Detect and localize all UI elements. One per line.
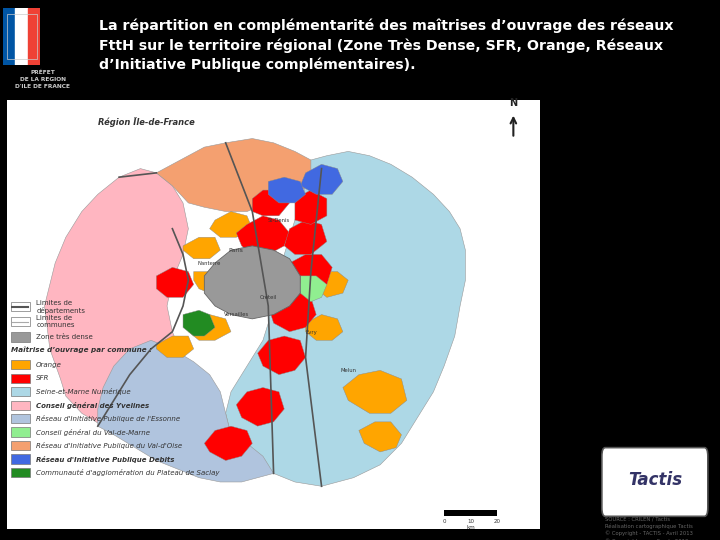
Polygon shape xyxy=(204,246,300,319)
Text: Région Île-de-France: Région Île-de-France xyxy=(98,117,194,127)
Polygon shape xyxy=(295,190,327,225)
Text: Tactis: Tactis xyxy=(628,471,682,489)
Text: La répartition en complémentarité des maîtrises d’ouvrage des réseaux
FttH sur l: La répartition en complémentarité des ma… xyxy=(99,18,674,72)
Text: Réseau d'Initiative Publique du Val-d'Oise: Réseau d'Initiative Publique du Val-d'Oi… xyxy=(36,442,182,449)
Text: Évry: Évry xyxy=(305,329,317,335)
Text: SFR: SFR xyxy=(36,375,50,381)
Text: Limites de
départements: Limites de départements xyxy=(36,300,85,314)
Text: Conseil général du Val-de-Marne: Conseil général du Val-de-Marne xyxy=(36,429,150,436)
Polygon shape xyxy=(189,314,231,340)
Polygon shape xyxy=(252,190,289,216)
FancyBboxPatch shape xyxy=(602,448,708,516)
Bar xyxy=(11,332,30,342)
Text: Paris: Paris xyxy=(229,248,244,253)
Text: St-Denis: St-Denis xyxy=(268,218,290,222)
Text: Seine-et-Marne Numérique: Seine-et-Marne Numérique xyxy=(36,388,131,395)
Polygon shape xyxy=(300,276,327,302)
Bar xyxy=(11,374,30,383)
Text: Communauté d'agglomération du Plateau de Saclay: Communauté d'agglomération du Plateau de… xyxy=(36,469,220,476)
Bar xyxy=(11,401,30,410)
Bar xyxy=(11,414,30,423)
Polygon shape xyxy=(156,267,194,298)
Polygon shape xyxy=(225,151,465,486)
Bar xyxy=(15,8,28,65)
Bar xyxy=(6,14,37,59)
Text: N: N xyxy=(509,98,518,109)
Text: Maîtrise d’ouvrage par commune :: Maîtrise d’ouvrage par commune : xyxy=(11,347,152,353)
Bar xyxy=(11,441,30,450)
Polygon shape xyxy=(194,272,220,293)
Text: SOURCE : CRILEN / Tactis
Réalisation cartographique Tactis
© Copyright - TACTIS : SOURCE : CRILEN / Tactis Réalisation car… xyxy=(605,516,693,540)
Polygon shape xyxy=(98,340,274,482)
Text: Réseau d'Initiative Publique Debits: Réseau d'Initiative Publique Debits xyxy=(36,456,174,463)
Bar xyxy=(444,510,498,516)
Bar xyxy=(11,360,30,369)
Polygon shape xyxy=(183,237,220,259)
Text: Créteil: Créteil xyxy=(260,295,277,300)
Text: Orange: Orange xyxy=(36,362,62,368)
Polygon shape xyxy=(284,220,327,254)
Polygon shape xyxy=(343,370,407,413)
Bar xyxy=(3,8,15,65)
Text: PRÉFET
DE LA REGION
D'ILE DE FRANCE: PRÉFET DE LA REGION D'ILE DE FRANCE xyxy=(15,70,71,89)
Polygon shape xyxy=(210,212,252,237)
Polygon shape xyxy=(45,168,189,426)
Polygon shape xyxy=(204,426,252,461)
Polygon shape xyxy=(7,100,540,529)
Polygon shape xyxy=(311,272,348,298)
Text: 20: 20 xyxy=(494,519,501,524)
Bar xyxy=(11,428,30,437)
Text: 10: 10 xyxy=(467,519,474,524)
Text: km: km xyxy=(467,525,475,530)
Bar xyxy=(28,8,40,65)
Polygon shape xyxy=(289,254,332,289)
Polygon shape xyxy=(300,164,343,194)
Polygon shape xyxy=(359,422,402,452)
Text: Nanterre: Nanterre xyxy=(198,260,221,266)
Bar xyxy=(11,455,30,464)
Bar xyxy=(11,468,30,477)
Text: Limites de
communes: Limites de communes xyxy=(36,315,75,328)
Polygon shape xyxy=(269,177,305,203)
Polygon shape xyxy=(183,310,215,336)
Bar xyxy=(11,387,30,396)
Text: Melun: Melun xyxy=(340,368,356,373)
Text: Versailles: Versailles xyxy=(224,312,249,317)
Polygon shape xyxy=(269,289,316,332)
Text: Réseau d'Initiative Publique de l'Essonne: Réseau d'Initiative Publique de l'Essonn… xyxy=(36,415,180,422)
Bar xyxy=(11,302,30,312)
Polygon shape xyxy=(236,216,289,254)
Polygon shape xyxy=(258,336,305,375)
Polygon shape xyxy=(305,314,343,340)
Text: Zone très dense: Zone très dense xyxy=(36,334,93,340)
Polygon shape xyxy=(156,336,194,357)
Bar xyxy=(11,317,30,327)
Text: 0: 0 xyxy=(442,519,446,524)
Text: Conseil général des Yvelines: Conseil général des Yvelines xyxy=(36,402,149,409)
Polygon shape xyxy=(236,388,284,426)
Polygon shape xyxy=(156,139,322,212)
